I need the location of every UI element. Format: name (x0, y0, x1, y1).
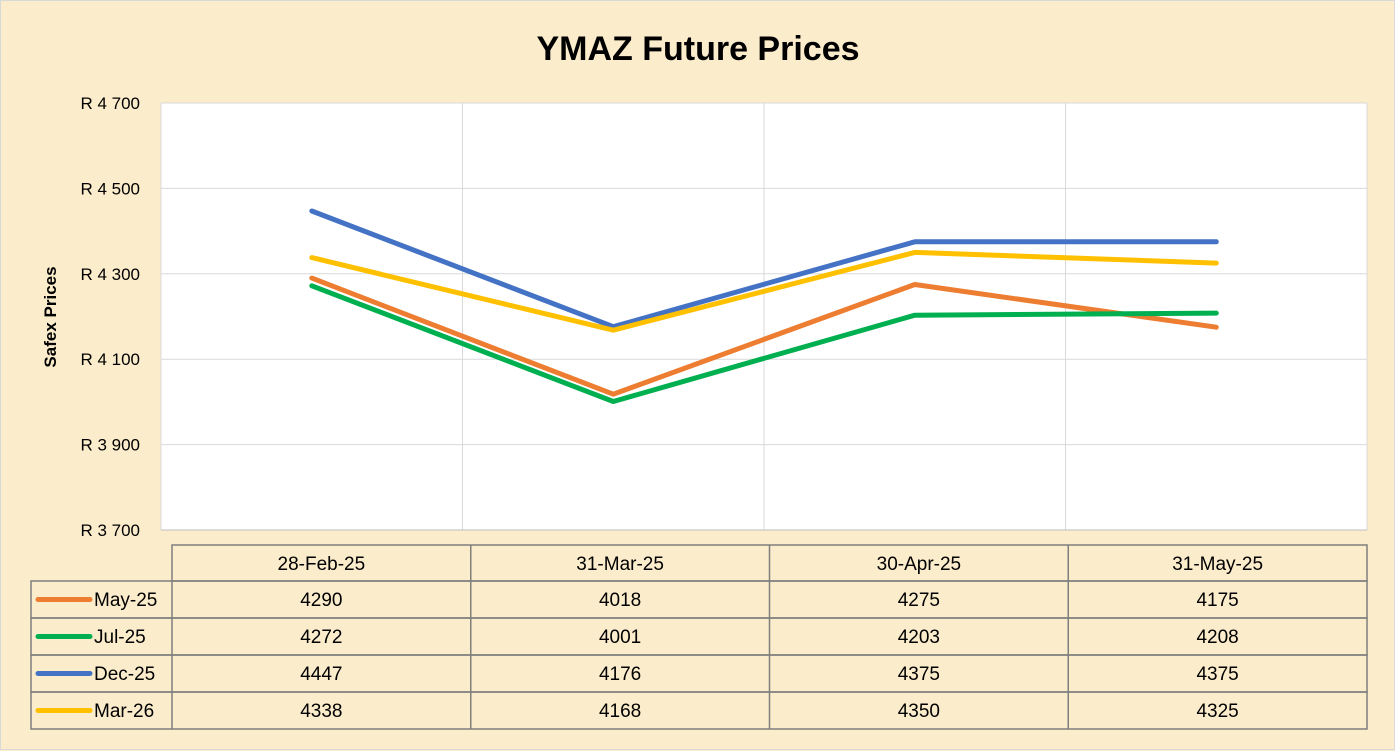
table-value-cell: 4275 (898, 590, 940, 611)
table-value-cell: 4203 (898, 627, 940, 648)
y-axis-label: Safex Prices (41, 266, 60, 367)
table-row (30, 617, 1368, 656)
table-value-cell: 4350 (898, 701, 940, 722)
series-name-label: Jul-25 (94, 627, 146, 648)
y-tick-label: R 3 900 (80, 436, 140, 455)
y-tick-label: R 4 700 (80, 94, 140, 113)
series-lines (309, 208, 1219, 404)
series-line-dec-25 (309, 208, 1219, 330)
table-column-header: 30-Apr-25 (877, 554, 962, 575)
series-name-label: Mar-26 (94, 701, 154, 722)
y-tick-label: R 4 300 (80, 265, 140, 284)
y-tick-label: R 4 500 (80, 179, 140, 198)
table-column-header: 31-May-25 (1172, 554, 1263, 575)
table-value-cell: 4018 (599, 590, 641, 611)
table-value-cell: 4447 (300, 664, 342, 685)
series-name-label: Dec-25 (94, 664, 155, 685)
table-column-header: 28-Feb-25 (278, 554, 366, 575)
chart-title: YMAZ Future Prices (536, 30, 859, 68)
table-value-cell: 4001 (599, 627, 641, 648)
table-column-header: 31-Mar-25 (576, 554, 664, 575)
table-value-cell: 4168 (599, 701, 641, 722)
table-row (30, 654, 1368, 693)
table-value-cell: 4325 (1196, 701, 1238, 722)
series-line-jul-25 (309, 283, 1219, 404)
table-value-cell: 4208 (1196, 627, 1238, 648)
table-value-cell: 4375 (1196, 664, 1238, 685)
table-value-cell: 4290 (300, 590, 342, 611)
table-value-cell: 4175 (1196, 590, 1238, 611)
y-axis-ticks: R 3 700 R 3 900 R 4 100 R 4 300 R 4 500 R 4 7… (80, 94, 140, 540)
series-line-may-25 (309, 275, 1219, 397)
table-value-cell: 4176 (599, 664, 641, 685)
table-value-cell: 4375 (898, 664, 940, 685)
table-row (30, 580, 1368, 619)
data-table: 28-Feb-25 31-Mar-25 30-Apr-25 31-May-25 May-… (30, 544, 1368, 730)
table-row (30, 691, 1368, 730)
series-name-label: May-25 (94, 590, 157, 611)
y-tick-label: R 3 700 (80, 521, 140, 540)
table-value-cell: 4338 (300, 701, 342, 722)
series-line-mar-26 (309, 249, 1219, 333)
table-value-cell: 4272 (300, 627, 342, 648)
y-tick-label: R 4 100 (80, 350, 140, 369)
